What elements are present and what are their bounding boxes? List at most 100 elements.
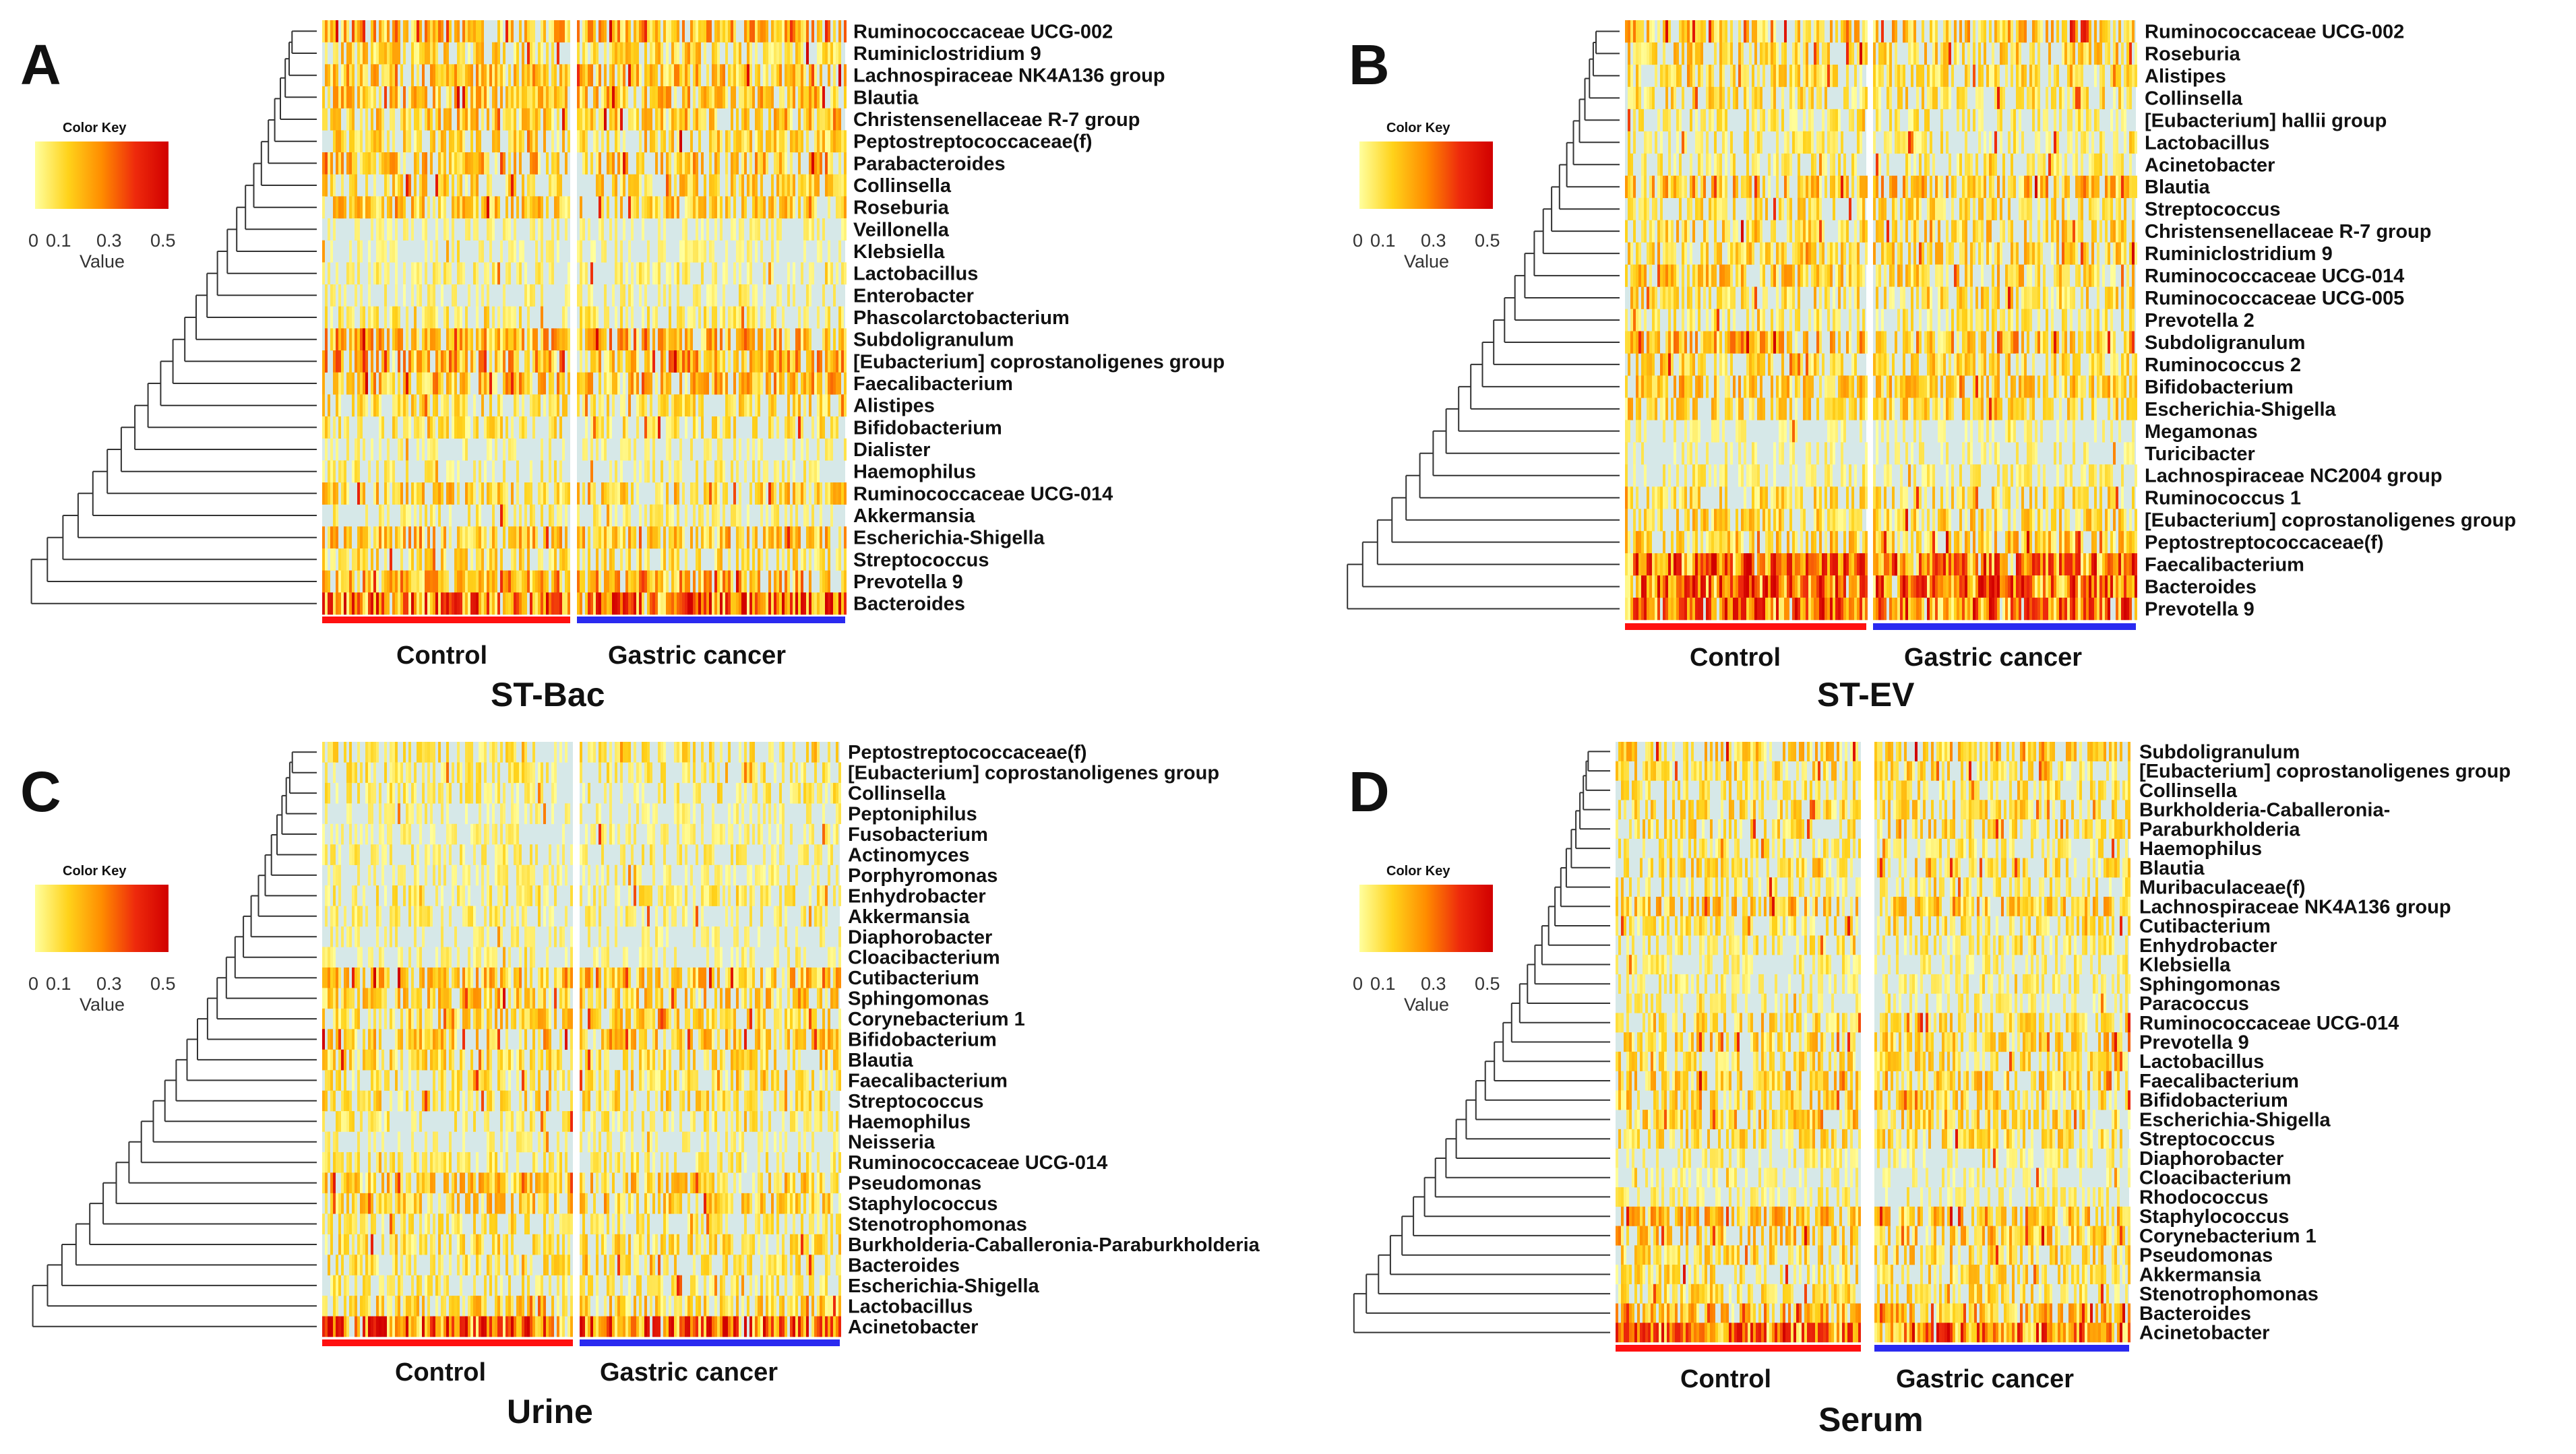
heatmap-cell [1876,286,1878,309]
heatmap-cell [441,416,443,439]
heatmap-cell [541,482,543,505]
heatmap-cell [620,174,623,197]
heatmap-cell [674,328,677,351]
heatmap-cell [427,592,430,615]
heatmap-cell [2099,20,2102,43]
heatmap-cell [433,20,435,42]
heatmap-cell [2062,242,2064,265]
heatmap-cell [1700,64,1703,88]
heatmap-cell [349,240,352,263]
heatmap-cell [522,394,524,417]
heatmap-cell [1981,175,1984,198]
heatmap-cell [623,482,625,505]
heatmap-cell [2046,175,2048,198]
heatmap-cell [557,130,559,153]
heatmap-cell [328,394,330,417]
heatmap-cell [562,20,565,42]
heatmap-cell [793,548,795,571]
heatmap-cell [1830,108,1833,132]
heatmap-cell [596,504,599,527]
heatmap-cell [1725,286,1727,309]
heatmap-cell [2113,242,2116,265]
heatmap-cell [693,240,696,263]
heatmap-cell [425,262,427,285]
heatmap-cell [2118,64,2121,88]
heatmap-cell [763,42,766,65]
heatmap-cell [479,42,481,65]
heatmap-cell [438,20,441,42]
heatmap-cell [489,394,492,417]
taxon-label: Streptococcus [853,549,989,571]
heatmap-cell [787,570,790,593]
heatmap-cell [585,438,588,461]
heatmap-cell [2062,286,2064,309]
heatmap-cell [468,372,470,395]
heatmap-cell [457,306,460,329]
heatmap-cell [1714,220,1717,243]
heatmap-cell [1962,242,1965,265]
heatmap-cell [546,526,549,549]
heatmap-cell [368,460,371,483]
heatmap-cell [441,372,443,395]
heatmap-cell [1787,197,1789,220]
heatmap-cell [371,592,373,615]
heatmap-cell [322,108,325,131]
heatmap-cell [419,416,422,439]
heatmap-cell [1811,64,1814,88]
heatmap-cell [1736,175,1738,198]
heatmap-cell [661,570,663,593]
heatmap-cell [674,108,677,131]
heatmap-cell [495,130,497,153]
heatmap-cell [825,592,828,615]
heatmap-cell [1884,242,1887,265]
heatmap-cell [779,328,782,351]
heatmap-cell [398,438,400,461]
heatmap-cell [644,174,647,197]
heatmap-cell [674,86,677,108]
heatmap-cell [811,152,814,175]
heatmap-cell [1984,175,1986,198]
heatmap-cell [559,482,562,505]
heatmap-cell [365,570,368,593]
heatmap-cell [1860,131,1862,154]
heatmap-cell [671,548,674,571]
heatmap-cell [341,306,344,329]
heatmap-cell [522,372,524,395]
heatmap-row [325,284,836,307]
heatmap-cell [663,350,666,373]
heatmap-cell [836,130,838,153]
heatmap-cell [392,350,395,373]
heatmap-cell [2102,264,2105,287]
heatmap-cell [1641,108,1644,132]
heatmap-cell [803,548,806,571]
heatmap-cell [2075,20,2078,43]
heatmap-cell [508,570,511,593]
heatmap-cell [427,306,430,329]
heatmap-cell [322,460,325,483]
heatmap-cell [325,20,328,42]
heatmap-cell [1700,175,1703,198]
heatmap-cell [822,570,825,593]
heatmap-cell [825,306,828,329]
heatmap-row [322,196,847,219]
heatmap-cell [811,218,814,241]
heatmap-cell [1674,242,1676,265]
heatmap-cell [760,328,763,351]
heatmap-cell [811,86,814,108]
heatmap-cell [706,328,709,351]
heatmap-cell [585,350,588,373]
heatmap-cell [371,20,373,42]
heatmap-cell [733,174,736,197]
heatmap-cell [2118,220,2121,243]
heatmap-cell [1663,286,1665,309]
heatmap-cell [2054,264,2056,287]
heatmap-cell [599,416,601,439]
heatmap-cell [568,196,570,219]
heatmap-cell [1795,220,1798,243]
heatmap-cell [682,42,685,65]
heatmap-cell [1984,153,1986,177]
heatmap-cell [590,240,593,263]
heatmap-cell [763,262,766,285]
heatmap-cell [557,526,559,549]
heatmap-cell [1690,153,1692,177]
